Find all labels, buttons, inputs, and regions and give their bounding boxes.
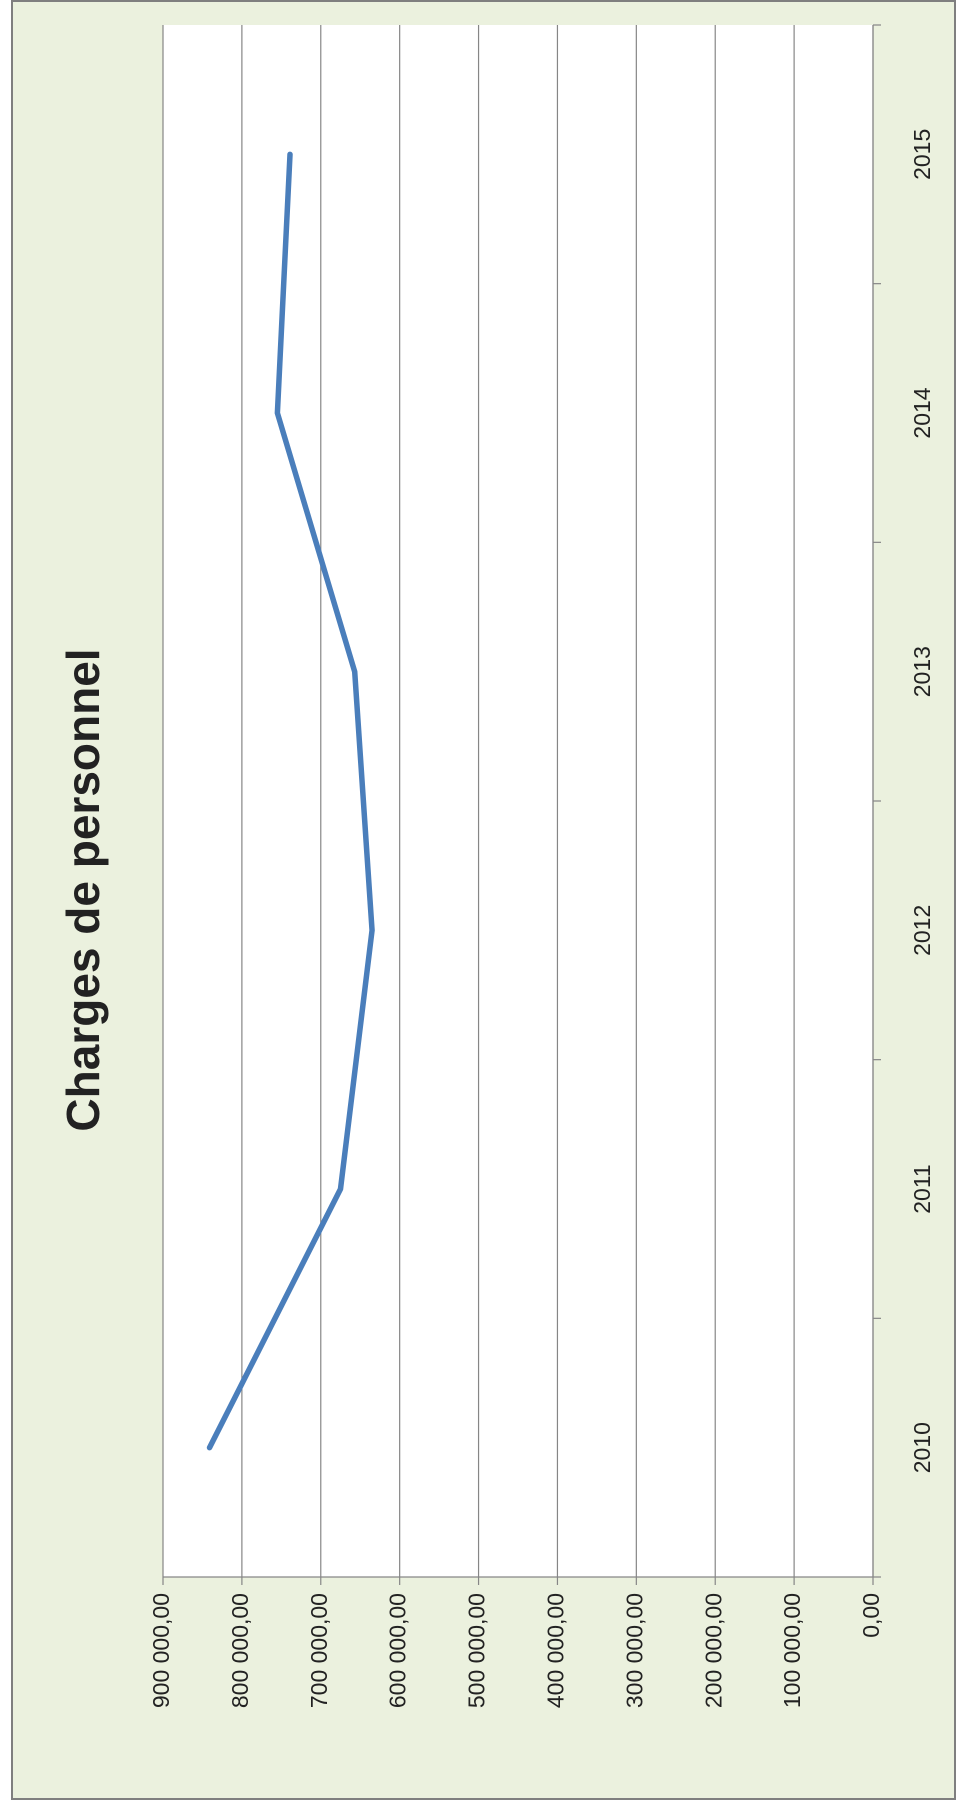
chart-title: Charges de personnel [57,648,109,1131]
y-tick-label: 700 000,00 [306,1593,332,1708]
y-tick-label: 600 000,00 [385,1593,411,1708]
x-tick-label: 2010 [909,1422,935,1473]
plot-area [163,25,873,1577]
x-tick-label: 2012 [909,905,935,956]
x-tick-label: 2014 [909,387,935,438]
y-tick-label: 300 000,00 [621,1593,647,1708]
y-tick-label: 100 000,00 [779,1593,805,1708]
x-tick-label: 2011 [909,1164,935,1213]
y-tick-label: 200 000,00 [700,1593,726,1708]
y-tick-label: 0,00 [858,1593,884,1638]
x-tick-label: 2013 [909,646,935,697]
x-tick-label: 2015 [909,129,935,180]
data-line [206,151,375,1451]
y-tick-label: 400 000,00 [543,1593,569,1708]
y-tick-label: 800 000,00 [227,1593,253,1708]
y-tick-label: 900 000,00 [148,1593,174,1708]
y-tick-label: 500 000,00 [464,1593,490,1708]
